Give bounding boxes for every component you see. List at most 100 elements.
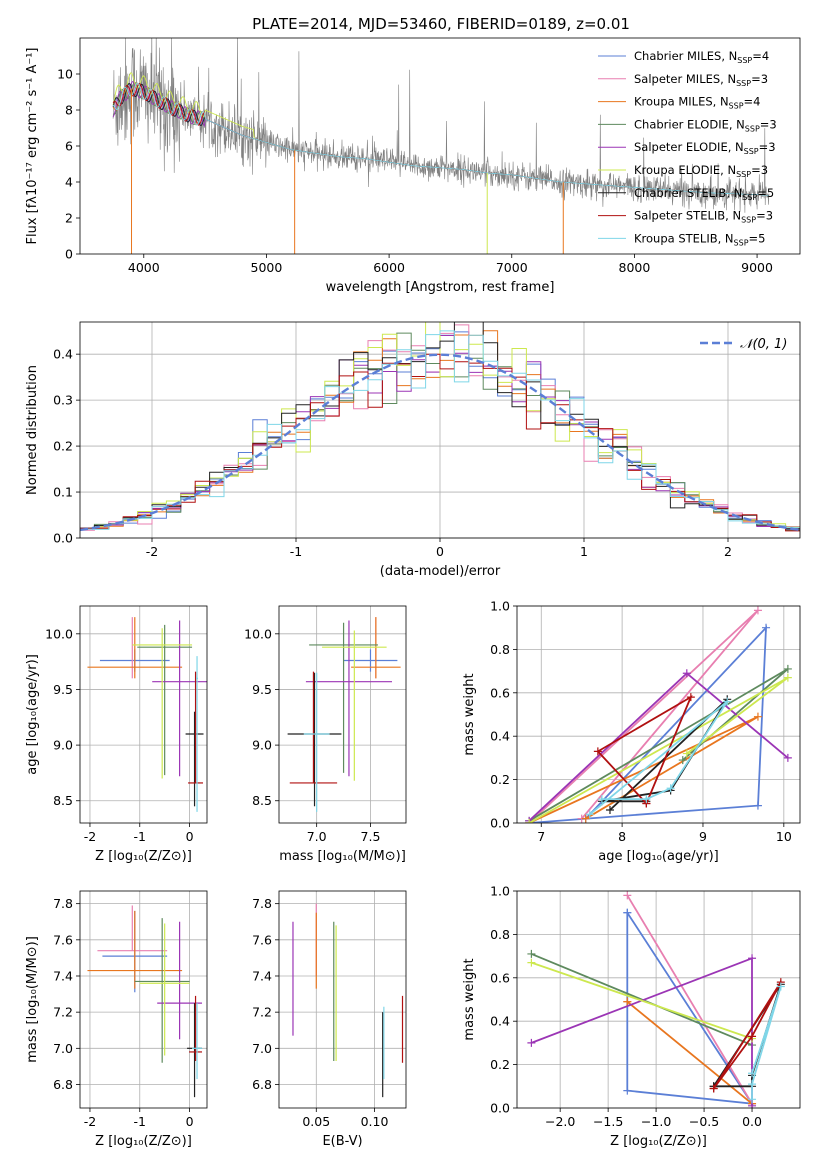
x-tick-label: −1.0 [641, 1114, 671, 1129]
y-tick-label: 1.0 [490, 599, 510, 614]
legend-label: Kroupa ELODIE, NSSP=3 [634, 163, 768, 179]
plot-area [112, 38, 770, 254]
y-tick-label: 6.8 [252, 1077, 272, 1092]
y-tick-label: 7.6 [252, 932, 272, 947]
x-tick-label: −1.5 [593, 1114, 623, 1129]
y-tick-label: 9.5 [252, 682, 272, 697]
x-tick-label: 0 [186, 829, 194, 844]
y-tick-label: 7.2 [252, 1005, 272, 1020]
x-tick-label: -1 [134, 1114, 146, 1129]
weight-marker [642, 795, 651, 804]
weight-marker [783, 664, 792, 673]
weight-marker [605, 805, 614, 814]
y-tick-label: 10 [57, 67, 73, 82]
y-tick-label: 0.0 [53, 531, 73, 546]
y-tick-label: 0.4 [490, 729, 510, 744]
gaussian-curve [80, 353, 800, 532]
weight-marker [623, 997, 632, 1006]
weight-line [626, 894, 753, 1105]
y-tick-label: 0.0 [490, 1101, 510, 1116]
axes-mass_weight_vs_Z: −2.0 −1.5 −1.0 −0.5 0.0 0.0 0.2 0.4 0.6 0.8 1.0 Z [… [462, 884, 801, 1149]
weight-marker [682, 669, 691, 678]
figure-title: PLATE=2014, MJD=53460, FIBERID=0189, z=0… [252, 15, 630, 33]
x-tick-label: 10 [776, 829, 792, 844]
weight-marker [678, 756, 687, 765]
x-axis-label: wavelength [Angstrom, rest frame] [326, 280, 555, 295]
legend-label: Kroupa MILES, NSSP=4 [634, 95, 760, 111]
axes-mass_weight_vs_age: 7 8 9 10 0.0 0.2 0.4 0.6 0.8 1.0 age [log₁₀(age/yr… [462, 599, 801, 864]
axes-frame [79, 890, 208, 1109]
y-tick-label: 0.3 [53, 393, 73, 408]
y-tick-label: 4 [65, 175, 73, 190]
x-tick-label: 8000 [619, 260, 651, 275]
weight-line [528, 609, 759, 823]
y-tick-label: 0.6 [490, 685, 510, 700]
weight-marker [753, 712, 762, 721]
x-tick-label: 7.5 [361, 829, 381, 844]
y-tick-label: 7.6 [53, 932, 73, 947]
plot-area [527, 891, 785, 1108]
weight-marker [762, 623, 771, 632]
weight-marker [527, 949, 536, 958]
frame: -2 -1 0 6.8 7.0 7.2 7.4 7.6 7.8 Z [log₁₀(Z/Z⊙)] ma… [25, 890, 208, 1149]
frame: 0.05 0.10 6.8 7.0 7.2 7.4 7.6 7.8 E(B-V) [252, 890, 407, 1149]
weight-marker [753, 801, 762, 810]
x-tick-label: 7 [537, 829, 545, 844]
x-tick-label: 8 [618, 829, 626, 844]
x-tick-label: 0 [186, 1114, 194, 1129]
frame: -2 -1 0 8.5 9.0 9.5 10.0 Z [log₁₀(Z/Z⊙)] age [lo… [25, 605, 208, 864]
weight-marker [525, 819, 534, 823]
legend-label: Salpeter STELIB, NSSP=3 [634, 209, 773, 225]
x-tick-label: 9000 [741, 260, 773, 275]
y-tick-label: 0.4 [53, 347, 73, 362]
legend-label: Kroupa STELIB, NSSP=5 [634, 231, 765, 247]
frame: −2.0 −1.5 −1.0 −0.5 0.0 0.0 0.2 0.4 0.6 0.8 1.0 Z [… [462, 884, 801, 1149]
x-tick-label: 9 [699, 829, 707, 844]
weight-line [529, 625, 768, 823]
plot-area [287, 617, 401, 812]
legend-label: 𝒩(0, 1) [740, 337, 787, 352]
frame: -2 -1 0 1 2 0.0 0.1 0.2 0.3 0.4 (data-model)/error… [25, 321, 801, 579]
legend: 𝒩(0, 1) [700, 337, 787, 352]
plot-area [87, 617, 207, 812]
frame: 7 8 9 10 0.0 0.2 0.4 0.6 0.8 1.0 age [log₁₀(age/yr… [462, 599, 801, 864]
y-tick-label: 0.4 [490, 1014, 510, 1029]
weight-line [589, 700, 728, 815]
y-tick-label: 10.0 [244, 626, 272, 641]
y-tick-label: 9.0 [252, 738, 272, 753]
y-axis-label: mass weight [462, 673, 477, 755]
x-axis-label: Z [log₁₀(Z/Z⊙)] [95, 1134, 192, 1149]
weight-marker [748, 1032, 757, 1041]
x-tick-label: -1 [290, 544, 302, 559]
axes-frame [516, 605, 801, 824]
weight-marker [776, 982, 785, 991]
x-tick-label: 5000 [251, 260, 283, 275]
frame: 4000 5000 6000 7000 8000 9000 0 2 4 6 8 10 wavelengt… [25, 37, 801, 295]
x-tick-label: 0.0 [742, 1114, 762, 1129]
x-tick-label: 2 [724, 544, 732, 559]
weight-marker [623, 1086, 632, 1095]
frame: 7.0 7.5 8.5 9.0 9.5 10.0 mass [log₁₀(M/M⊙)] [244, 605, 407, 864]
histogram-steps [80, 330, 800, 530]
y-tick-label: 8.5 [53, 793, 73, 808]
y-tick-label: 6 [65, 139, 73, 154]
plot-area [525, 606, 792, 823]
x-tick-label: −0.5 [689, 1114, 719, 1129]
y-tick-label: 0.2 [53, 439, 73, 454]
x-tick-label: -2 [84, 1114, 96, 1129]
x-tick-label: 6000 [373, 260, 405, 275]
weight-line [751, 986, 782, 1100]
y-tick-label: 8 [65, 103, 73, 118]
y-tick-label: 0.6 [490, 970, 510, 985]
weight-line [528, 668, 789, 822]
y-tick-label: 10.0 [45, 626, 73, 641]
weight-line [626, 912, 754, 1105]
weight-marker [748, 1080, 757, 1089]
y-tick-label: 2 [65, 211, 73, 226]
x-tick-label: 0 [436, 544, 444, 559]
axes-mass_vs_Z: -2 -1 0 6.8 7.0 7.2 7.4 7.6 7.8 Z [log₁₀(Z/Z⊙)] ma… [25, 890, 208, 1149]
legend-label: Chabrier MILES, NSSP=4 [634, 49, 769, 65]
y-axis-label: age [log₁₀(age/yr)] [25, 654, 40, 775]
y-tick-label: 0.8 [490, 642, 510, 657]
